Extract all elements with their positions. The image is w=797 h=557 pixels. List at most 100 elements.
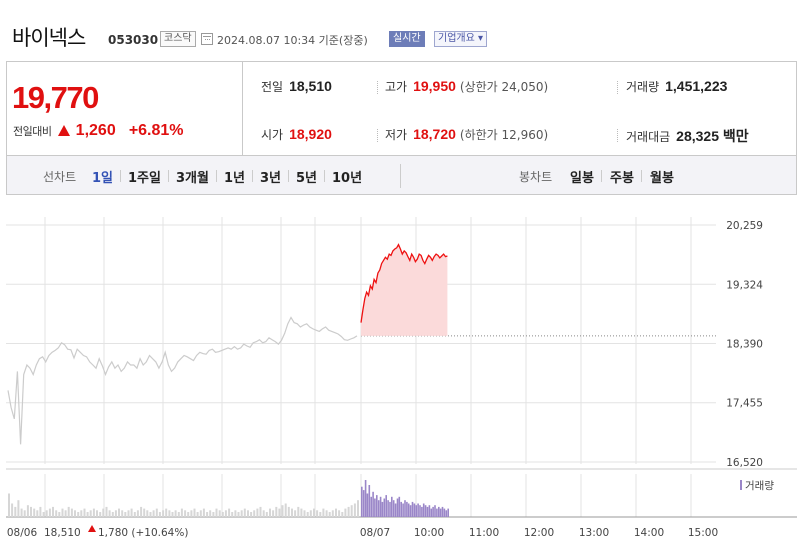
volume-bar-prev — [309, 510, 312, 517]
volume-bar-prev — [350, 505, 353, 517]
volume-bar-prev — [23, 510, 26, 517]
period-weekly-candle[interactable]: 주봉 — [610, 171, 634, 186]
volume-bar-prev — [80, 510, 83, 517]
x-tick-label: 12:00 — [524, 527, 554, 539]
volume-bar-prev — [269, 508, 271, 517]
volume-bar-prev — [77, 512, 80, 517]
volume-bar-prev — [99, 512, 102, 517]
period-1d[interactable]: 1일 — [92, 171, 114, 186]
change-percent: +6.81% — [128, 122, 184, 139]
trade-value-value: 28,325 백만 — [676, 128, 749, 144]
price-lines — [7, 243, 716, 445]
volume-bar-prev — [338, 510, 341, 517]
period-10y[interactable]: 10년 — [332, 171, 363, 186]
volume-bar-prev — [105, 506, 108, 517]
volume-bar-prev — [67, 506, 70, 517]
period-monthly-candle[interactable]: 월봉 — [650, 171, 674, 186]
volume-bar-today — [432, 506, 434, 517]
open-label: 시가 — [261, 128, 284, 142]
divider — [377, 129, 378, 142]
volume-bar-prev — [262, 510, 265, 517]
today-fill-area — [361, 244, 448, 336]
volume-bar-prev — [133, 512, 136, 517]
bar-divider — [400, 164, 401, 188]
volume-bar-prev — [297, 506, 300, 517]
volume-legend-label: 거래량 — [745, 480, 774, 492]
volume-bar-today — [411, 501, 414, 517]
volume-bar-prev — [83, 508, 86, 517]
trade-value-label: 거래대금 — [626, 130, 671, 144]
volume-bar-prev — [335, 508, 337, 517]
volume-bar-today — [406, 501, 408, 517]
volume-bar-prev — [199, 510, 202, 517]
volume-bar-prev — [177, 512, 180, 517]
volume-bar-prev — [127, 510, 130, 517]
volume-bar-prev — [196, 512, 199, 517]
volume-bar-prev — [344, 508, 347, 517]
open-price: 시가 18,920 — [261, 126, 332, 143]
volume-bar-prev — [187, 512, 190, 517]
volume-bar-today — [441, 506, 444, 517]
period-3y[interactable]: 3년 — [260, 171, 282, 186]
volume-bar-prev — [209, 510, 212, 517]
change-row: 전일대비 1,260 +6.81% — [13, 120, 184, 140]
today-price-line — [360, 243, 448, 323]
volume-value: 1,451,223 — [665, 78, 728, 94]
volume-bar-prev — [168, 510, 171, 517]
volume-bar-today — [421, 506, 423, 517]
volume-bar-prev — [212, 512, 215, 517]
volume-bar-today — [419, 505, 421, 517]
x-tick-label: 13:00 — [579, 527, 609, 539]
volume-bar-prev — [70, 508, 73, 517]
up-triangle-icon — [57, 125, 70, 136]
volume-bar-prev — [294, 510, 297, 517]
volume-bar-prev — [272, 510, 275, 517]
y-tick-label: 19,324 — [726, 279, 763, 291]
volume-bar-prev — [306, 512, 309, 517]
period-bar: 선차트 1일 1주일 3개월 1년 3년 5년 10년 봉차트 일봉 주봉 월봉 — [6, 155, 797, 195]
company-overview-button[interactable]: 기업개요 ▾ — [434, 31, 487, 47]
period-3m[interactable]: 3개월 — [176, 171, 209, 186]
volume-bar-prev — [284, 503, 287, 517]
volume-legend-swatch — [740, 480, 742, 490]
volume-bar-prev — [303, 510, 306, 517]
volume-bar-prev — [243, 508, 246, 517]
volume-bar-prev — [193, 508, 196, 517]
volume-bar-prev — [30, 506, 32, 517]
high-price: 고가 19,950 (상한가 24,050) — [385, 78, 548, 95]
lower-limit: (하한가 12,960) — [459, 128, 549, 142]
divider — [377, 81, 378, 94]
period-1y[interactable]: 1년 — [224, 171, 246, 186]
divider — [617, 81, 618, 94]
volume-bar-prev — [184, 510, 187, 517]
volume-bar-prev — [316, 510, 319, 517]
volume-bar-today — [417, 503, 419, 517]
intraday-price-chart[interactable]: 20,259 19,324 18,390 17,455 16,520 거래량 08/06 08… — [0, 195, 797, 557]
volume-bars — [8, 480, 449, 517]
upper-limit: (상한가 24,050) — [459, 80, 549, 94]
volume-bar-today — [374, 498, 376, 517]
separator — [168, 170, 169, 182]
volume-bar-prev — [275, 506, 278, 517]
volume-bar-today — [396, 498, 399, 517]
period-1w[interactable]: 1주일 — [128, 171, 161, 186]
period-5y[interactable]: 5년 — [296, 171, 318, 186]
volume-bar-prev — [256, 508, 259, 517]
axis-labels: 20,259 19,324 18,390 17,455 16,520 거래량 08/06 08… — [7, 220, 774, 539]
stock-header: 바이넥스 053030 코스닥 2024.08.07 10:34 기준(장중) … — [0, 0, 797, 62]
volume-bar-prev — [143, 508, 146, 517]
prev-close: 전일 18,510 — [261, 78, 332, 95]
volume-bar-prev — [265, 512, 268, 517]
volume-bar-prev — [228, 508, 231, 517]
volume-bar-prev — [121, 510, 124, 517]
volume-bar-prev — [313, 508, 315, 517]
y-tick-label: 18,390 — [726, 338, 763, 350]
period-daily-candle[interactable]: 일봉 — [570, 171, 594, 186]
prev-close-label: 전일 — [261, 80, 284, 94]
separator — [324, 170, 325, 182]
volume-bar-prev — [202, 508, 205, 517]
volume-bar-prev — [218, 510, 221, 517]
stock-code: 053030 — [108, 33, 159, 47]
volume-bar-today — [362, 490, 365, 517]
volume-bar-today — [391, 496, 393, 517]
